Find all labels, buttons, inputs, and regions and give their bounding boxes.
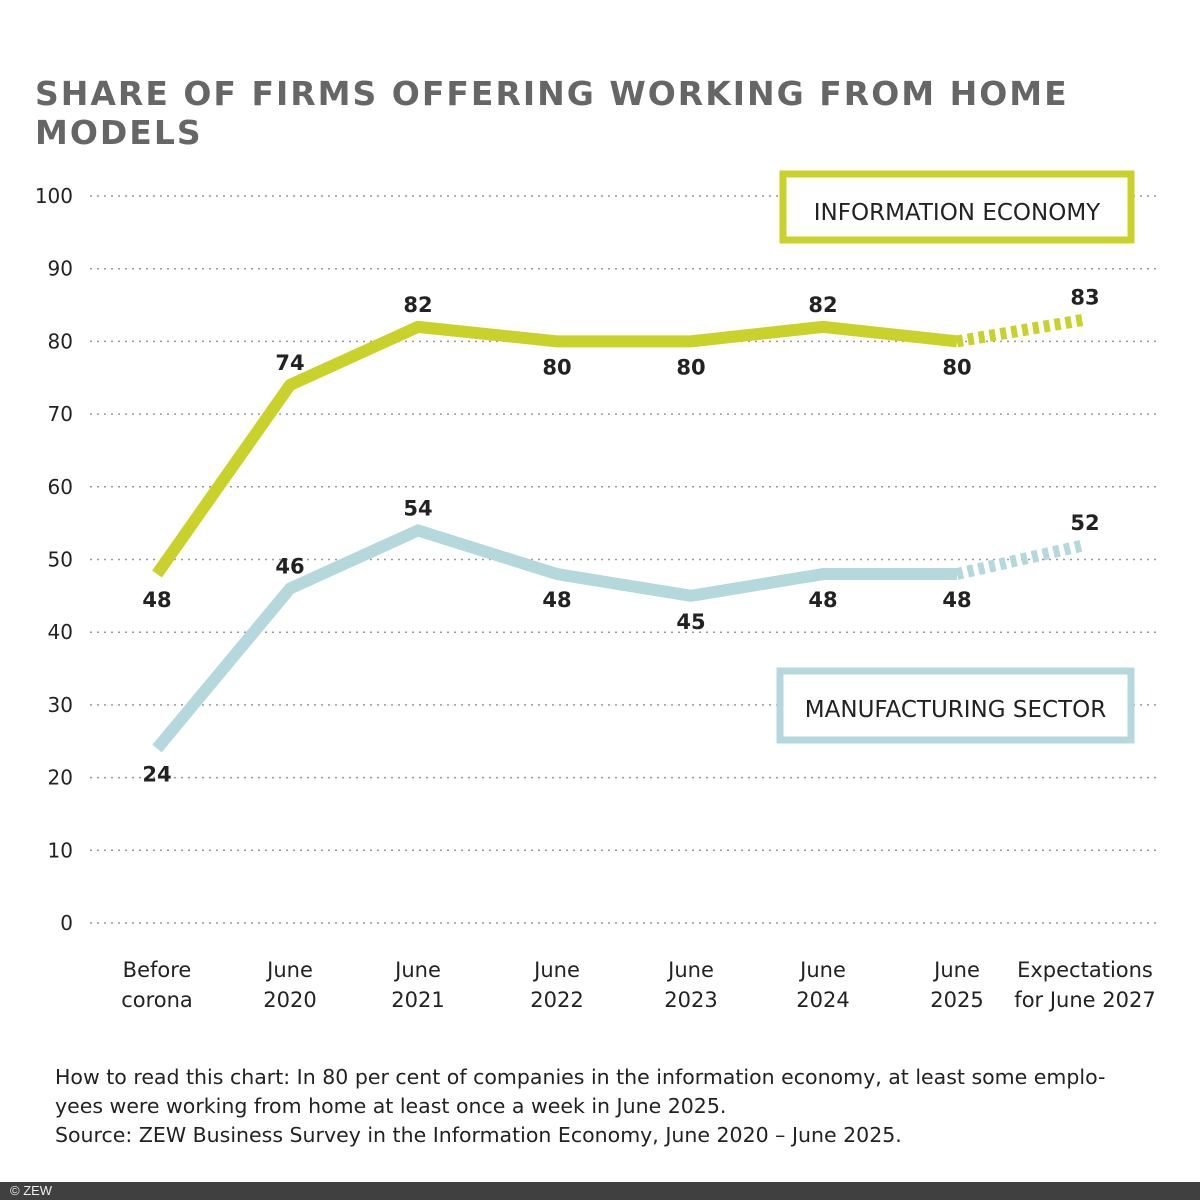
x-tick-label: for June 2027 xyxy=(1014,988,1155,1012)
note-line: How to read this chart: In 80 per cent o… xyxy=(55,1065,1106,1089)
x-tick-label: Before xyxy=(123,958,192,982)
legend-box xyxy=(776,667,1135,744)
x-tick-label: Expectations xyxy=(1017,958,1153,982)
line-chart: 0 10 20 30 40 50 60 70 80 90 100 Before corona June 20… xyxy=(35,170,1158,1012)
y-tick-label: 30 xyxy=(48,693,73,717)
data-label: 83 xyxy=(1070,286,1099,310)
x-tick-label: 2021 xyxy=(391,988,444,1012)
note-line: yees were working from home at least onc… xyxy=(55,1094,727,1118)
data-label: 48 xyxy=(542,588,571,612)
x-tick-label: June xyxy=(666,958,714,982)
x-tick-label: corona xyxy=(121,988,193,1012)
series-line-information-economy xyxy=(152,320,958,578)
data-label: 80 xyxy=(942,355,971,379)
data-label: 54 xyxy=(403,496,432,520)
x-tick-label: 2024 xyxy=(796,988,849,1012)
y-tick-label: 90 xyxy=(48,257,73,281)
series-forecast-segment xyxy=(955,313,1087,348)
y-tick-label: 60 xyxy=(48,475,73,499)
data-label: 48 xyxy=(142,588,171,612)
y-tick-label: 70 xyxy=(48,402,73,426)
data-label: 82 xyxy=(808,293,837,317)
note-source: Source: ZEW Business Survey in the Infor… xyxy=(55,1123,902,1147)
copyright-footer: © ZEW xyxy=(0,1182,1200,1200)
x-tick-label: June xyxy=(932,958,980,982)
legend-label: INFORMATION ECONOMY xyxy=(814,200,1101,226)
data-label: 52 xyxy=(1070,511,1099,535)
y-tick-label: 40 xyxy=(48,620,73,644)
data-label: 80 xyxy=(676,355,705,379)
data-label: 80 xyxy=(542,355,571,379)
x-tick-label: 2020 xyxy=(263,988,316,1012)
x-tick-label: June xyxy=(393,958,441,982)
data-label: 45 xyxy=(676,610,705,634)
legend-box xyxy=(779,170,1135,244)
legend-label: MANUFACTURING SECTOR xyxy=(805,697,1106,723)
y-tick-label: 20 xyxy=(48,766,73,790)
y-tick-label: 100 xyxy=(35,184,73,208)
x-tick-label: 2023 xyxy=(664,988,717,1012)
y-tick-label: 10 xyxy=(48,838,73,862)
x-tick-label: June xyxy=(532,958,580,982)
data-label: 82 xyxy=(403,293,432,317)
data-label: 24 xyxy=(142,763,171,787)
y-tick-label: 50 xyxy=(48,548,73,572)
y-tick-label: 80 xyxy=(48,329,73,353)
data-label: 48 xyxy=(942,588,971,612)
x-tick-label: June xyxy=(265,958,313,982)
x-tick-label: 2022 xyxy=(530,988,583,1012)
data-label: 74 xyxy=(275,351,304,375)
series-line-manufacturing xyxy=(152,524,957,753)
data-label: 46 xyxy=(275,555,304,579)
x-tick-label: 2025 xyxy=(930,988,983,1012)
y-tick-label: 0 xyxy=(60,911,73,935)
chart-title: SHARE OF FIRMS OFFERING WORKING FROM HOM… xyxy=(35,74,1069,152)
data-label: 48 xyxy=(808,588,837,612)
chart-note: How to read this chart: In 80 per cent o… xyxy=(55,1063,1165,1150)
x-tick-label: June xyxy=(798,958,846,982)
